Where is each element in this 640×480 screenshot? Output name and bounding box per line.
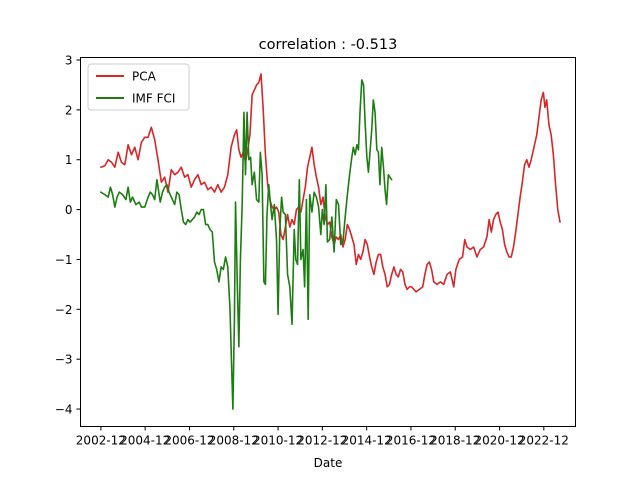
x-tick-label: 2002-12	[76, 434, 126, 448]
x-tick-label: 2016-12	[386, 434, 436, 448]
y-tick-label: −1	[55, 253, 73, 267]
y-tick-label: 1	[65, 153, 73, 167]
x-tick-label: 2008-12	[209, 434, 259, 448]
plot-area	[80, 57, 576, 427]
x-axis-ticks: 2002-122004-122006-122008-122010-122012-…	[76, 426, 569, 448]
x-axis-label: Date	[314, 456, 343, 470]
axes-frame	[80, 57, 576, 427]
chart-title: correlation : -0.513	[259, 37, 398, 53]
series-layer	[100, 73, 561, 410]
x-tick-label: 2006-12	[164, 434, 214, 448]
x-tick-label: 2018-12	[430, 434, 480, 448]
x-tick-label: 2004-12	[120, 434, 170, 448]
series-line-imf-fci	[100, 79, 393, 410]
y-axis-ticks: 3 2 1 0 −1 −2 −3 −4	[55, 53, 81, 417]
y-tick-label: 0	[65, 203, 73, 217]
series-line-pca	[100, 73, 561, 293]
x-tick-label: 2020-12	[474, 434, 524, 448]
legend: PCA IMF FCI	[87, 63, 190, 111]
x-tick-label: 2012-12	[297, 434, 347, 448]
legend-label-imf-fci: IMF FCI	[132, 92, 175, 106]
x-tick-label: 2022-12	[519, 434, 569, 448]
y-tick-label: −4	[55, 403, 73, 417]
x-tick-label: 2014-12	[342, 434, 392, 448]
y-tick-label: −2	[55, 303, 73, 317]
y-tick-label: −3	[55, 353, 73, 367]
legend-label-pca: PCA	[132, 70, 157, 84]
y-tick-label: 2	[65, 103, 73, 117]
x-tick-label: 2010-12	[253, 434, 303, 448]
y-tick-label: 3	[65, 53, 73, 67]
